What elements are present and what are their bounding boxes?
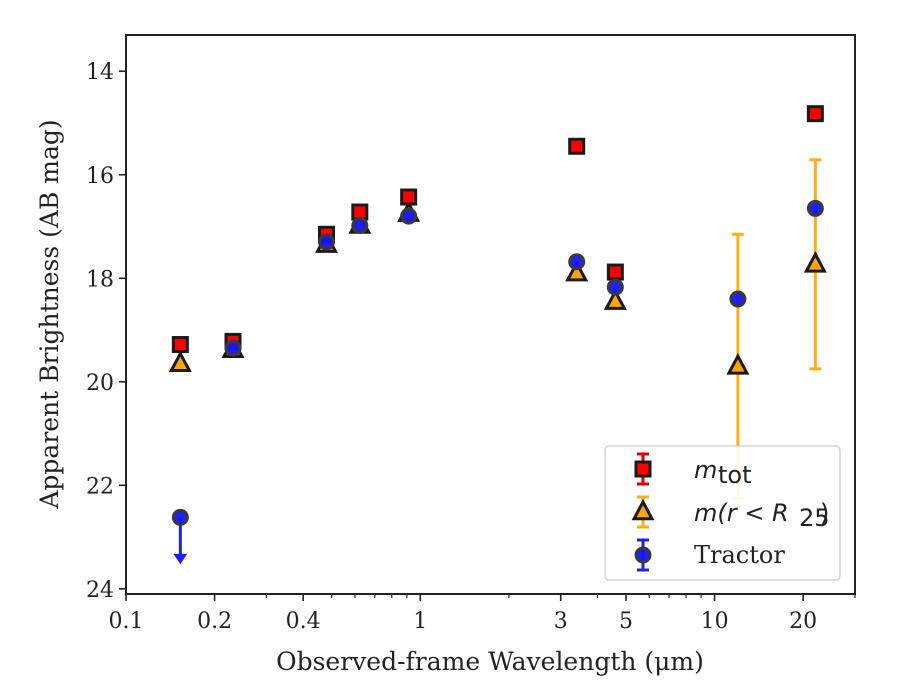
r25-triangle-marker [565,259,589,282]
x-tick-label: 0.2 [197,609,232,634]
y-tick-label: 18 [86,267,114,292]
tractor-circle-marker [351,216,369,234]
tractor-circle-marker [400,207,418,225]
tractor-circle-marker [606,278,624,296]
mtot-square-marker [606,263,624,281]
tractor-upper-limit-arrow [173,553,188,565]
x-tick-label: 0.4 [286,609,321,634]
legend-r25-marker [631,498,655,521]
legend-frame [604,445,841,581]
y-tick-label: 20 [86,371,114,396]
ticks-layer: 0.1 0.2 0.4 1 3 5 10 20 14 16 18 20 22 24 [86,60,856,634]
tractor-circle-marker [171,508,189,526]
r25-triangle-marker [803,251,827,273]
x-tick-label: 1 [413,609,427,634]
tractor-circle-marker [806,199,824,217]
tractor-circle-marker [317,233,335,251]
legend: m tot m(r < R 25) Tractor [604,445,841,581]
r25-triangle-marker [168,350,192,372]
mtot-square-marker [171,336,189,354]
x-tick-label: 0.1 [109,609,144,634]
mtot-square-marker [806,105,824,123]
mtot-square-marker [400,188,418,206]
legend-label-mtot-subscript: tot [718,461,752,489]
y-tick-label: 22 [86,474,114,499]
r25-triangle-marker [726,353,750,375]
legend-tractor-marker [634,546,652,564]
y-axis-label: Apparent Brightness (AB mag) [35,119,64,509]
legend-label-r25: m(r < R [694,499,789,527]
legend-label-r25-subscript: 25 [799,504,830,532]
r25-triangle-marker [603,288,627,310]
marks-layer [168,105,827,565]
tractor-circle-marker [568,253,586,271]
x-tick-label: 10 [701,609,729,634]
tractor-circle-marker [729,290,747,308]
mtot-square-marker [568,137,586,155]
tractor-circle-marker [224,339,242,357]
legend-label-r25-close: ) [820,499,829,527]
y-tick-label: 14 [86,60,114,85]
x-tick-label: 5 [619,609,633,634]
legend-label-tractor: Tractor [694,541,785,569]
x-tick-label: 20 [789,609,817,634]
x-axis-label: Observed-frame Wavelength (μm) [276,647,704,676]
legend-mtot-marker [634,460,652,478]
mtot-square-marker [351,203,369,221]
legend-label-mtot: m [694,456,717,484]
y-tick-label: 16 [86,164,114,189]
x-tick-label: 3 [554,609,568,634]
plot-frame [125,34,856,595]
y-tick-label: 24 [86,578,114,603]
